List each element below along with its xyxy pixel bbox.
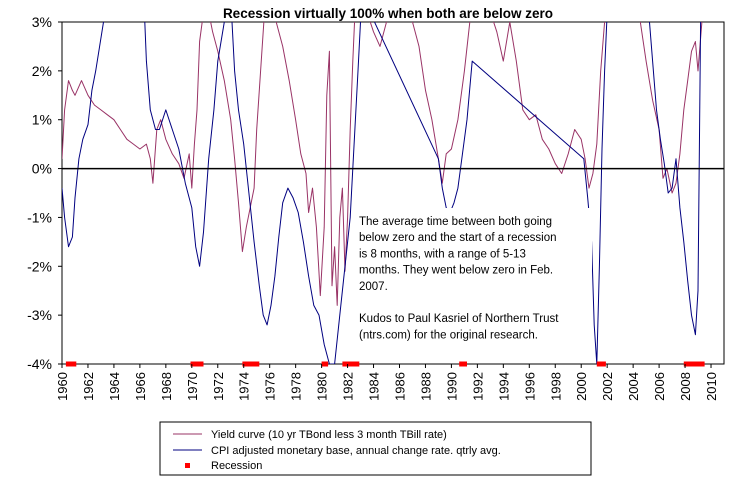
x-tick-label: 1970: [185, 372, 200, 401]
y-tick-label: 1%: [32, 112, 52, 128]
annotation-line: The average time between both going: [359, 216, 552, 228]
annotation-line: months. They went below zero in Feb.: [359, 265, 553, 277]
x-tick-label: 2006: [652, 372, 667, 401]
recession-marker: [242, 361, 260, 367]
x-tick-label: 1964: [107, 372, 122, 401]
x-tick-label: 1976: [263, 372, 278, 401]
x-tick-label: 1980: [315, 372, 330, 401]
x-tick-label: 2002: [600, 372, 615, 401]
recession-marker: [459, 361, 467, 367]
y-tick-label: -2%: [27, 258, 52, 274]
x-tick-label: 2004: [626, 372, 641, 401]
recession-marker: [342, 361, 360, 367]
legend: Yield curve (10 yr TBond less 3 month TB…: [159, 421, 592, 476]
annotation-line: below zero and the start of a recession: [359, 232, 557, 244]
x-tick-label: 1992: [470, 372, 485, 401]
recession-marker: [321, 361, 329, 367]
legend-label-monetary-base: CPI adjusted monetary base, annual chang…: [211, 445, 501, 457]
x-tick-label: 1968: [159, 372, 174, 401]
annotation-line: is 8 months, with a range of 5-13: [359, 248, 526, 260]
monetary-base-line: [62, 22, 702, 364]
x-tick-label: 1990: [444, 372, 459, 401]
annotation-line: Kudos to Paul Kasriel of Northern Trust: [359, 313, 559, 325]
y-tick-label: -4%: [27, 356, 52, 372]
x-tick-label: 1974: [237, 372, 252, 401]
y-tick-label: -3%: [27, 307, 52, 323]
annotation-line: 2007.: [359, 281, 388, 293]
x-tick-label: 1966: [133, 372, 148, 401]
x-tick-label: 1996: [522, 372, 537, 401]
recession-marker: [190, 361, 204, 367]
x-tick-label: 1984: [367, 372, 382, 401]
recession-marker: [65, 361, 77, 367]
recession-marker: [683, 361, 705, 367]
x-tick-label: 2010: [704, 372, 719, 401]
x-tick-label: 1998: [548, 372, 563, 401]
y-tick-label: 0%: [32, 161, 52, 177]
legend-swatch-recession: [185, 463, 190, 468]
yield-curve-line: [62, 22, 703, 306]
y-tick-label: -1%: [27, 209, 52, 225]
legend-box: [159, 421, 592, 476]
x-tick-label: 1978: [289, 372, 304, 401]
legend-label-yield-curve: Yield curve (10 yr TBond less 3 month TB…: [211, 429, 447, 441]
legend-label-recession: Recession: [211, 460, 262, 472]
y-tick-label: 3%: [32, 14, 52, 30]
x-tick-label: 1988: [418, 372, 433, 401]
y-tick-label: 2%: [32, 63, 52, 79]
annotation-line: (ntrs.com) for the original research.: [359, 329, 538, 341]
annotation-box: [354, 208, 592, 350]
x-tick-label: 1960: [55, 372, 70, 401]
x-tick-label: 2000: [574, 372, 589, 401]
recession-marker: [596, 361, 606, 367]
x-tick-label: 2008: [678, 372, 693, 401]
x-tick-label: 1962: [81, 372, 96, 401]
x-tick-label: 1972: [211, 372, 226, 401]
x-tick-label: 1994: [496, 372, 511, 401]
chart-title: Recession virtually 100% when both are b…: [223, 6, 553, 21]
x-tick-label: 1986: [392, 372, 407, 401]
x-tick-label: 1982: [341, 372, 356, 401]
